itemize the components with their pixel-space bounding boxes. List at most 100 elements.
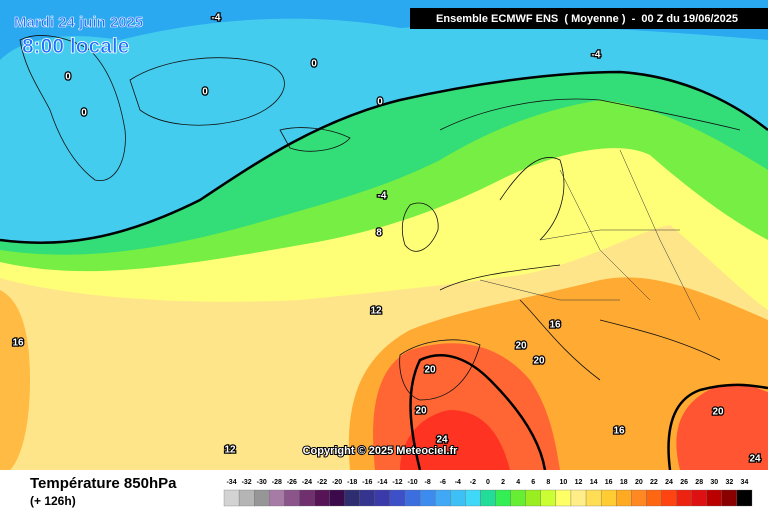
- contour-label: 16: [12, 338, 24, 349]
- contour-label: 0: [81, 108, 87, 119]
- coast-europe: [399, 98, 741, 401]
- contour-twenty-right: [667, 383, 768, 471]
- contour-label: 20: [515, 341, 527, 352]
- legend-label: 22: [650, 479, 658, 486]
- contour-label: 20: [415, 406, 427, 417]
- contour-label: 0: [377, 97, 383, 108]
- legend-swatch: [299, 489, 315, 507]
- legend-swatch: [631, 489, 647, 507]
- legend-swatch: [616, 489, 632, 507]
- legend-swatch: [525, 489, 541, 507]
- legend-swatch: [344, 489, 360, 507]
- run-box: [410, 8, 768, 29]
- contour-labels: -4 0 0 0 0 0 -4 -4 8 12 16 16 20 20 20 2…: [11, 11, 762, 466]
- legend-label: 2: [501, 479, 505, 486]
- legend-label: -18: [347, 479, 357, 486]
- band-24: [400, 410, 510, 470]
- legend-label: 4: [516, 479, 520, 486]
- legend-label: 24: [665, 479, 673, 486]
- legend-label: 12: [575, 479, 583, 486]
- contour-label: 20: [424, 365, 436, 376]
- legend-swatch: [284, 489, 300, 507]
- coast-greenland: [19, 35, 126, 181]
- legend-label: 28: [695, 479, 703, 486]
- legend-swatch: [223, 489, 240, 507]
- legend-label: -8: [425, 479, 431, 486]
- legend-swatch: [585, 489, 602, 507]
- legend-label: -10: [408, 479, 418, 486]
- coast-uk: [401, 202, 439, 252]
- legend-label: 14: [590, 479, 598, 486]
- legend-label: -32: [242, 479, 252, 486]
- legend-label: -16: [362, 479, 372, 486]
- legend-swatch: [646, 489, 662, 507]
- legend-label: -12: [392, 479, 402, 486]
- legend-label: -14: [377, 479, 387, 486]
- contour-label: -4: [212, 13, 221, 24]
- legend-label: 6: [531, 479, 535, 486]
- legend-swatch: [480, 489, 496, 507]
- legend-swatch: [314, 489, 330, 507]
- color-legend: -34 -32 -30 -28 -26 -24 -22 -20 -18 -16 -14 -12 -10-…: [223, 479, 753, 507]
- run: Ensemble ECMWF ENS ( Moyenne ) - 00 Z du…: [436, 13, 738, 25]
- coast-iceland: [279, 127, 351, 152]
- contour-label: -4: [378, 191, 387, 202]
- contour-zero: [0, 70, 768, 245]
- legend-label: 16: [605, 479, 613, 486]
- band-16-left: [0, 290, 30, 470]
- legend-swatch: [721, 489, 738, 507]
- date: Mardi 24 juin 2025: [14, 14, 143, 31]
- contour-label: 24: [749, 454, 761, 465]
- contour-label: 16: [549, 320, 561, 331]
- legend-swatch: [450, 489, 466, 507]
- contour-label: 20: [712, 407, 724, 418]
- legend-label: 32: [725, 479, 733, 486]
- legend-swatch: [600, 489, 617, 507]
- legend-swatch: [465, 489, 481, 507]
- legend-label: 10: [560, 479, 568, 486]
- legend-swatch: [374, 489, 391, 507]
- legend-swatch: [329, 489, 345, 507]
- legend-swatch: [510, 489, 526, 507]
- legend-swatch: [495, 489, 511, 507]
- contour-label: 8: [376, 228, 382, 239]
- legend-label: 34: [741, 479, 749, 486]
- legend-label: -20: [332, 479, 342, 486]
- legend-label: -4: [455, 479, 461, 486]
- legend-label: 8: [546, 479, 550, 486]
- legend-swatch: [676, 489, 692, 507]
- legend-swatch: [706, 489, 722, 507]
- legend-label: 26: [680, 479, 688, 486]
- legend-swatch: [540, 489, 557, 507]
- contour-label: 16: [613, 426, 625, 437]
- legend-label: -26: [287, 479, 297, 486]
- legend-swatch: [269, 489, 285, 507]
- legend-swatch: [389, 489, 406, 507]
- legend-label: -22: [317, 479, 327, 486]
- legend-swatch: [254, 489, 270, 507]
- legend-swatch: [404, 489, 421, 507]
- contour-label: -4: [592, 50, 601, 61]
- borders: [479, 149, 701, 321]
- legend-label: 0: [486, 479, 490, 486]
- legend-swatch: [661, 489, 677, 507]
- band-20-right: [676, 383, 768, 470]
- contour-label: 12: [370, 306, 382, 317]
- legend-swatch: [419, 489, 436, 507]
- contour-label: 0: [65, 72, 71, 83]
- legend-label: -34: [226, 479, 236, 486]
- legend-label: 20: [635, 479, 643, 486]
- legend-label: -2: [470, 479, 476, 486]
- legend-swatch: [570, 489, 587, 507]
- legend-label: 30: [710, 479, 718, 486]
- legend-swatch: [238, 489, 255, 507]
- legend-label: -6: [440, 479, 446, 486]
- lead-time: (+ 126h): [30, 494, 76, 508]
- legend-swatch: [691, 489, 707, 507]
- legend-label: -28: [272, 479, 282, 486]
- copyright: Copyright © 2025 Meteociel.fr: [303, 445, 459, 457]
- contour-label: 20: [533, 356, 545, 367]
- legend-swatch: [736, 489, 753, 507]
- contour-label: 0: [202, 87, 208, 98]
